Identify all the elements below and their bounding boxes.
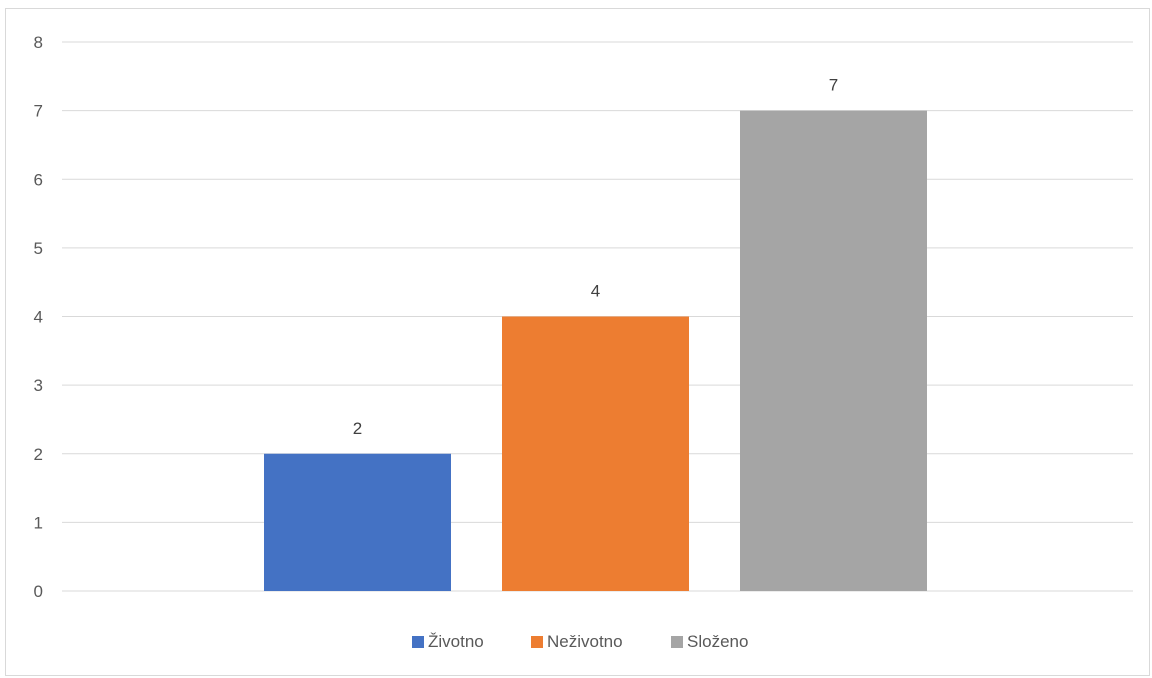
bar-0: [264, 453, 451, 591]
y-tick-label: 4: [34, 308, 43, 327]
gridlines: [62, 41, 1133, 592]
y-tick-label: 3: [34, 376, 43, 395]
legend-swatch-2: [671, 636, 683, 648]
y-tick-label: 8: [34, 33, 43, 52]
y-tick-label: 6: [34, 170, 43, 189]
legend-swatch-0: [412, 636, 424, 648]
bars: [264, 110, 927, 591]
y-tick-label: 7: [34, 102, 43, 121]
legend-label-2: Složeno: [687, 632, 748, 651]
bar-1: [502, 316, 689, 591]
y-tick-label: 2: [34, 445, 43, 464]
bar-2: [740, 110, 927, 591]
y-tick-label: 1: [34, 513, 43, 532]
data-label-1: 4: [591, 282, 600, 301]
data-labels: 2 4 7: [353, 76, 838, 438]
legend-label-1: Neživotno: [547, 632, 623, 651]
legend: Životno Neživotno Složeno: [412, 632, 748, 651]
data-label-0: 2: [353, 419, 362, 438]
y-tick-label: 5: [34, 239, 43, 258]
data-label-2: 7: [829, 76, 838, 95]
legend-label-0: Životno: [428, 632, 484, 651]
legend-swatch-1: [531, 636, 543, 648]
y-axis-ticks: 0 1 2 3 4 5 6 7 8: [34, 33, 43, 601]
y-tick-label: 0: [34, 582, 43, 601]
